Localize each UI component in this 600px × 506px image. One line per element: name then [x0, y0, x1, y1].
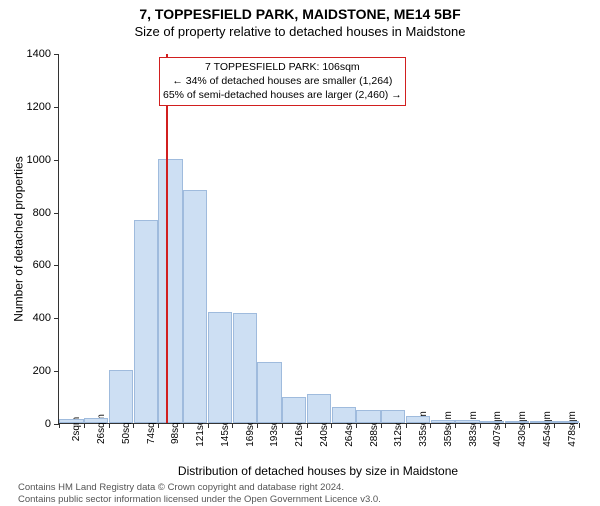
ytick-mark [54, 265, 59, 266]
xtick-label: 383sqm [468, 411, 479, 447]
ytick-label: 1000 [27, 154, 51, 166]
xtick-label: 454sqm [542, 411, 553, 447]
histogram-bar [332, 407, 356, 423]
reference-line [166, 54, 168, 423]
histogram-bar [183, 190, 207, 423]
histogram-bar [84, 418, 108, 423]
xtick-mark [84, 423, 85, 428]
xtick-mark [505, 423, 506, 428]
histogram-bar [307, 394, 331, 423]
xtick-label: 359sqm [443, 411, 454, 447]
plot-area: 02004006008001000120014002sqm26sqm50sqm7… [58, 54, 578, 424]
y-axis-title-container: Number of detached properties [12, 54, 26, 424]
xtick-mark [208, 423, 209, 428]
ytick-label: 200 [33, 365, 51, 377]
histogram-bar [455, 420, 479, 423]
x-axis-title: Distribution of detached houses by size … [58, 464, 578, 478]
xtick-label: 478sqm [567, 411, 578, 447]
xtick-mark [133, 423, 134, 428]
histogram-bar [59, 419, 83, 423]
footer-attribution: Contains HM Land Registry data © Crown c… [18, 482, 592, 506]
chart-root: 7, TOPPESFIELD PARK, MAIDSTONE, ME14 5BF… [0, 6, 600, 506]
ytick-mark [54, 318, 59, 319]
page-title: 7, TOPPESFIELD PARK, MAIDSTONE, ME14 5BF [0, 6, 600, 22]
histogram-bar [505, 421, 529, 423]
xtick-mark [282, 423, 283, 428]
xtick-mark [381, 423, 382, 428]
xtick-mark [529, 423, 530, 428]
y-axis-title: Number of detached properties [12, 156, 26, 321]
xtick-mark [158, 423, 159, 428]
ytick-mark [54, 371, 59, 372]
annotation-box: 7 TOPPESFIELD PARK: 106sqm← 34% of detac… [159, 57, 406, 106]
xtick-mark [554, 423, 555, 428]
histogram-bar [257, 362, 281, 423]
ytick-mark [54, 213, 59, 214]
plot-inner: 02004006008001000120014002sqm26sqm50sqm7… [58, 54, 578, 424]
xtick-mark [183, 423, 184, 428]
histogram-bar [158, 159, 182, 423]
histogram-bar [554, 421, 578, 423]
ytick-label: 400 [33, 312, 51, 324]
xtick-mark [430, 423, 431, 428]
xtick-mark [455, 423, 456, 428]
histogram-bar [480, 421, 504, 423]
xtick-mark [480, 423, 481, 428]
ytick-label: 600 [33, 259, 51, 271]
ytick-label: 1200 [27, 101, 51, 113]
histogram-bar [356, 410, 380, 423]
xtick-label: 407sqm [492, 411, 503, 447]
ytick-label: 800 [33, 207, 51, 219]
xtick-mark [356, 423, 357, 428]
histogram-bar [134, 220, 158, 424]
ytick-mark [54, 54, 59, 55]
ytick-mark [54, 107, 59, 108]
xtick-mark [59, 423, 60, 428]
histogram-bar [431, 420, 455, 423]
ytick-label: 0 [45, 418, 51, 430]
ytick-mark [54, 160, 59, 161]
histogram-bar [233, 313, 257, 423]
titles: 7, TOPPESFIELD PARK, MAIDSTONE, ME14 5BF… [0, 6, 600, 39]
xtick-mark [307, 423, 308, 428]
xtick-mark [232, 423, 233, 428]
histogram-bar [282, 397, 306, 423]
histogram-bar [530, 421, 554, 423]
ytick-label: 1400 [27, 48, 51, 60]
annotation-line: 7 TOPPESFIELD PARK: 106sqm [163, 60, 402, 74]
footer-line-1: Contains HM Land Registry data © Crown c… [18, 482, 592, 494]
annotation-line: ← 34% of detached houses are smaller (1,… [163, 74, 402, 88]
xtick-mark [579, 423, 580, 428]
xtick-label: 430sqm [517, 411, 528, 447]
histogram-bar [381, 410, 405, 423]
histogram-bar [406, 416, 430, 423]
page-subtitle: Size of property relative to detached ho… [0, 24, 600, 39]
xtick-mark [331, 423, 332, 428]
annotation-line: 65% of semi-detached houses are larger (… [163, 88, 402, 102]
histogram-bar [109, 370, 133, 423]
xtick-mark [257, 423, 258, 428]
xtick-mark [406, 423, 407, 428]
xtick-mark [109, 423, 110, 428]
histogram-bar [208, 312, 232, 423]
